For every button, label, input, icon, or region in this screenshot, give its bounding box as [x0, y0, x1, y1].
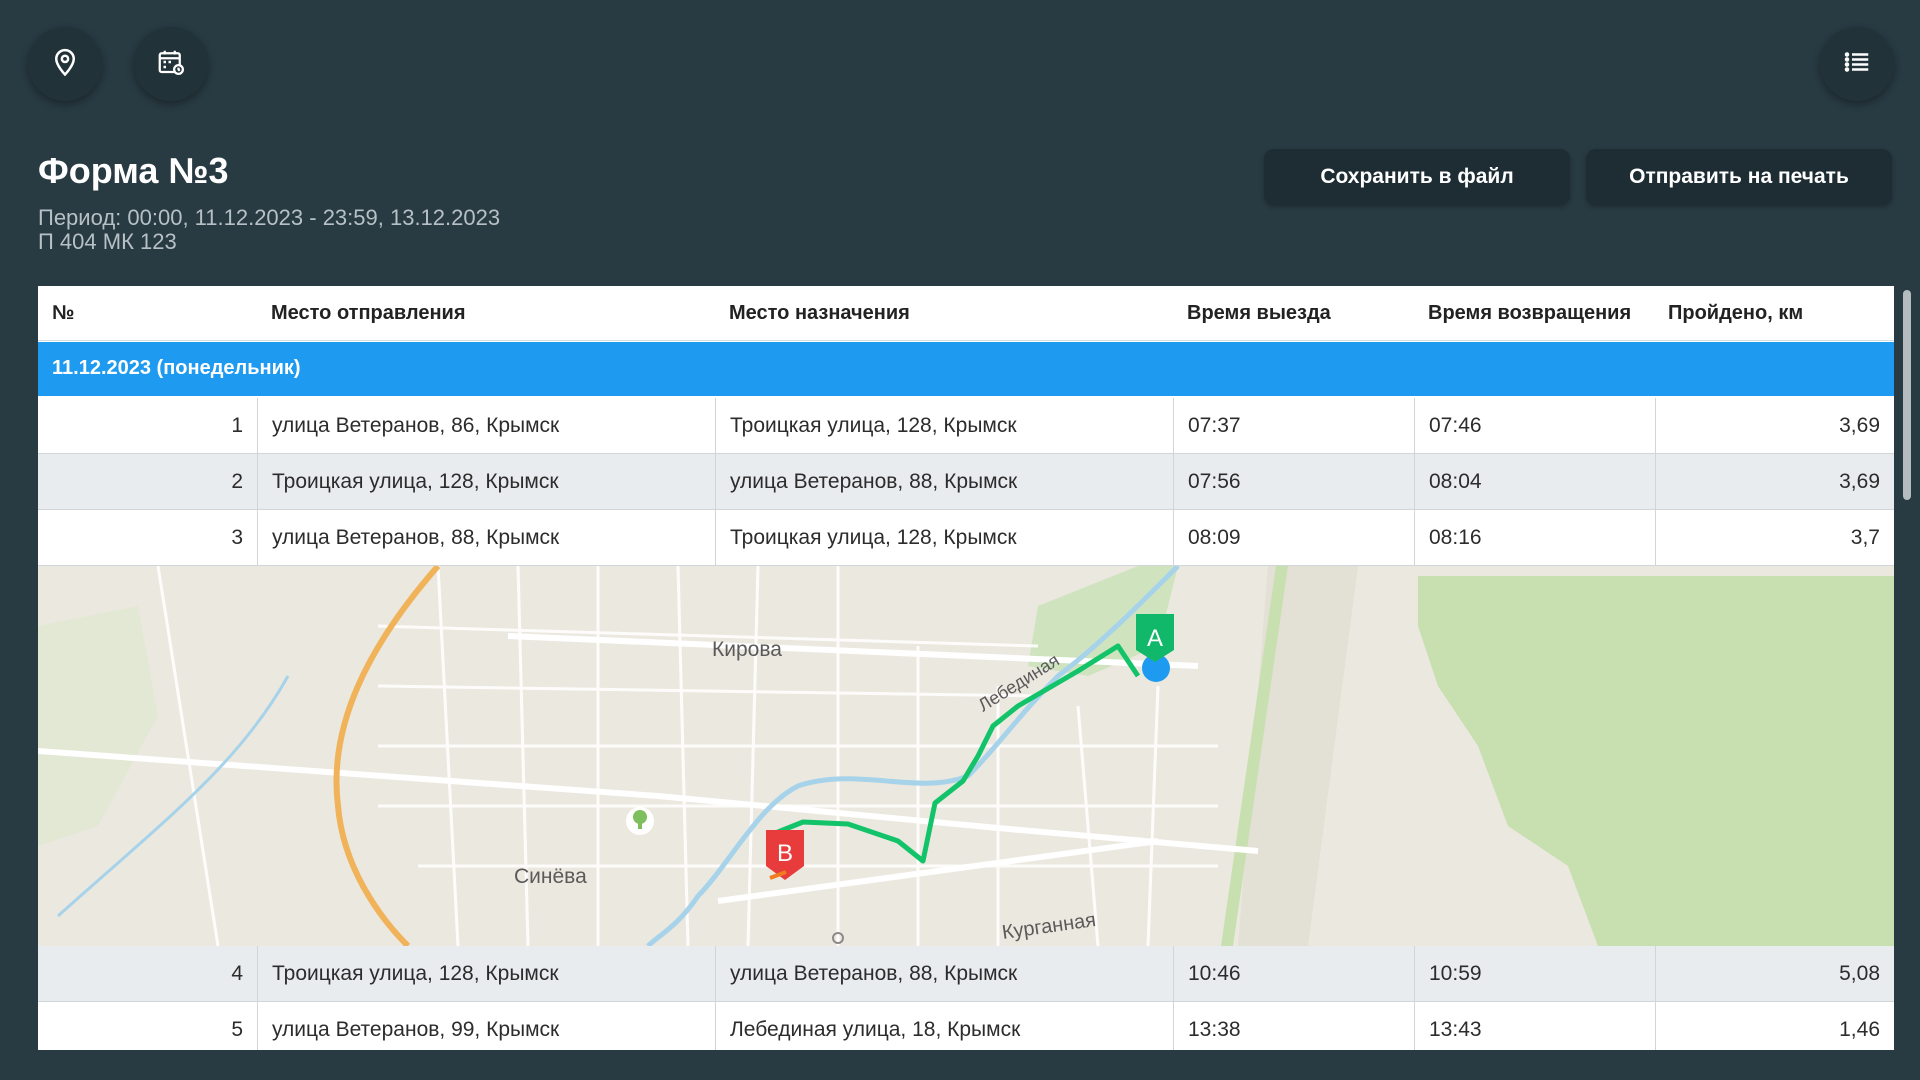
- cell-number: 2: [231, 470, 243, 493]
- cell-number: 3: [231, 526, 243, 549]
- marker-b[interactable]: B: [766, 830, 804, 880]
- vehicle-number: П 404 МК 123: [38, 229, 177, 254]
- cell-destination: Лебединая улица, 18, Крымск: [715, 1002, 1173, 1050]
- cell-distance: 3,7: [1655, 510, 1894, 565]
- cell-distance: 1,46: [1655, 1002, 1894, 1050]
- marker-a[interactable]: A: [1136, 614, 1174, 662]
- cell-number: 4: [231, 962, 243, 985]
- cell-destination: Троицкая улица, 128, Крымск: [715, 510, 1173, 565]
- cell-departure-place: улица Ветеранов, 86, Крымск: [257, 398, 715, 453]
- district-label-sineva: Синёва: [514, 865, 587, 888]
- cell-return-time: 08:16: [1414, 510, 1655, 565]
- cell-number: 5: [231, 1018, 243, 1041]
- calendar-button[interactable]: [134, 27, 208, 101]
- cell-departure-place: улица Ветеранов, 99, Крымск: [257, 1002, 715, 1050]
- cell-distance: 5,08: [1655, 946, 1894, 1001]
- cell-distance: 3,69: [1655, 398, 1894, 453]
- kurgannaya-street: [717, 838, 1159, 904]
- cell-departure-place: улица Ветеранов, 88, Крымск: [257, 510, 715, 565]
- marker-a-label: A: [1147, 625, 1163, 652]
- save-to-file-button[interactable]: Сохранить в файл: [1264, 149, 1570, 205]
- cell-distance: 3,69: [1655, 454, 1894, 509]
- column-header-departure-place[interactable]: Место отправления: [271, 302, 466, 324]
- report-period: Период: 00:00, 11.12.2023 - 23:59, 13.12…: [38, 205, 501, 230]
- park-icon: [626, 807, 654, 835]
- calendar-icon: [156, 47, 186, 82]
- cell-departure-place: Троицкая улица, 128, Крымск: [257, 454, 715, 509]
- cell-return-time: 13:43: [1414, 1002, 1655, 1050]
- table-row[interactable]: 4 Троицкая улица, 128, Крымск улица Вете…: [38, 946, 1894, 1002]
- report-meta: Период: 00:00, 11.12.2023 - 23:59, 13.12…: [38, 206, 500, 254]
- cell-return-time: 10:59: [1414, 946, 1655, 1001]
- marker-b-label: B: [777, 840, 793, 867]
- highway-road: [333, 564, 441, 949]
- river: [646, 564, 1180, 948]
- table-row[interactable]: 3 улица Ветеранов, 88, Крымск Троицкая у…: [38, 510, 1894, 566]
- cell-departure-time: 13:38: [1173, 1002, 1414, 1050]
- parking-marker[interactable]: [1142, 654, 1170, 682]
- green-area: [38, 606, 158, 846]
- street-label-kirova: Кирова: [712, 638, 782, 661]
- column-header-number[interactable]: №: [52, 302, 75, 324]
- cell-number: 1: [231, 414, 243, 437]
- route-map[interactable]: A B Кирова Лебединая Синёва Курганная: [38, 564, 1894, 949]
- cell-destination: улица Ветеранов, 88, Крымск: [715, 454, 1173, 509]
- table-row[interactable]: 5 улица Ветеранов, 99, Крымск Лебединая …: [38, 1002, 1894, 1050]
- print-button[interactable]: Отправить на печать: [1586, 149, 1892, 205]
- cell-departure-time: 07:37: [1173, 398, 1414, 453]
- map-pin-icon: [50, 47, 80, 82]
- location-button[interactable]: [28, 27, 102, 101]
- table-header: № Место отправления Место назначения Вре…: [38, 286, 1894, 341]
- stream: [56, 675, 290, 918]
- table-row[interactable]: 1 улица Ветеранов, 86, Крымск Троицкая у…: [38, 398, 1894, 454]
- column-header-destination[interactable]: Место назначения: [729, 302, 910, 324]
- route-line: [767, 643, 1141, 864]
- street-label-kurgannaya: Курганная: [1001, 909, 1098, 944]
- list-icon: [1842, 47, 1872, 82]
- table-row[interactable]: 2 Троицкая улица, 128, Крымск улица Вете…: [38, 454, 1894, 510]
- kirova-street: [507, 633, 1199, 669]
- trips-table: № Место отправления Место назначения Вре…: [38, 286, 1894, 1050]
- main-road: [38, 748, 1259, 854]
- cell-departure-time: 08:09: [1173, 510, 1414, 565]
- cell-return-time: 08:04: [1414, 454, 1655, 509]
- page-title: Форма №3: [38, 150, 229, 191]
- menu-button[interactable]: [1820, 27, 1894, 101]
- cell-departure-time: 07:56: [1173, 454, 1414, 509]
- column-header-distance[interactable]: Пройдено, км: [1668, 302, 1804, 324]
- cell-return-time: 07:46: [1414, 398, 1655, 453]
- date-group-label: 11.12.2023 (понедельник): [52, 357, 301, 379]
- cell-destination: улица Ветеранов, 88, Крымск: [715, 946, 1173, 1001]
- column-header-return-time[interactable]: Время возвращения: [1428, 302, 1632, 324]
- forest-area: [1418, 576, 1894, 946]
- route-map-canvas: A B Кирова Лебединая Синёва Курганная: [38, 564, 1894, 949]
- date-group-header[interactable]: 11.12.2023 (понедельник): [38, 342, 1894, 396]
- cell-destination: Троицкая улица, 128, Крымск: [715, 398, 1173, 453]
- column-header-departure-time[interactable]: Время выезда: [1187, 302, 1331, 324]
- cell-departure-place: Троицкая улица, 128, Крымск: [257, 946, 715, 1001]
- poi-marker: [832, 932, 844, 944]
- cell-departure-time: 10:46: [1173, 946, 1414, 1001]
- table-scrollbar[interactable]: [1903, 290, 1911, 500]
